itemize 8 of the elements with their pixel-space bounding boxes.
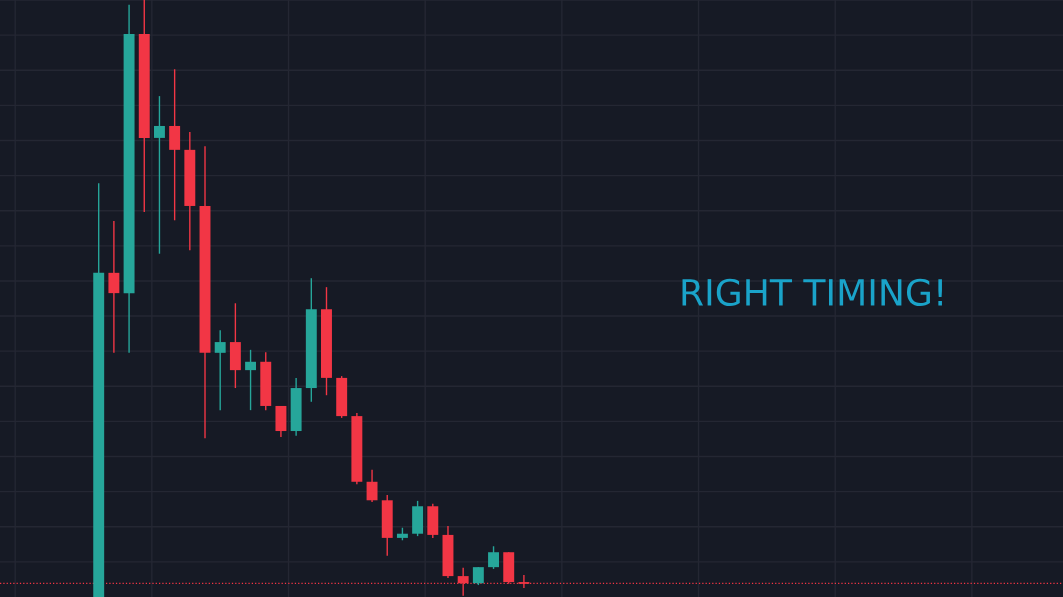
- candlestick: [488, 545, 499, 570]
- candlestick: [245, 349, 257, 411]
- candlestick: [366, 469, 378, 503]
- candlestick: [214, 329, 226, 411]
- candlestick: [153, 95, 165, 255]
- annotation: RIGHT TIMING!: [682, 278, 942, 306]
- candlestick: [169, 68, 181, 221]
- candlestick: [108, 220, 120, 354]
